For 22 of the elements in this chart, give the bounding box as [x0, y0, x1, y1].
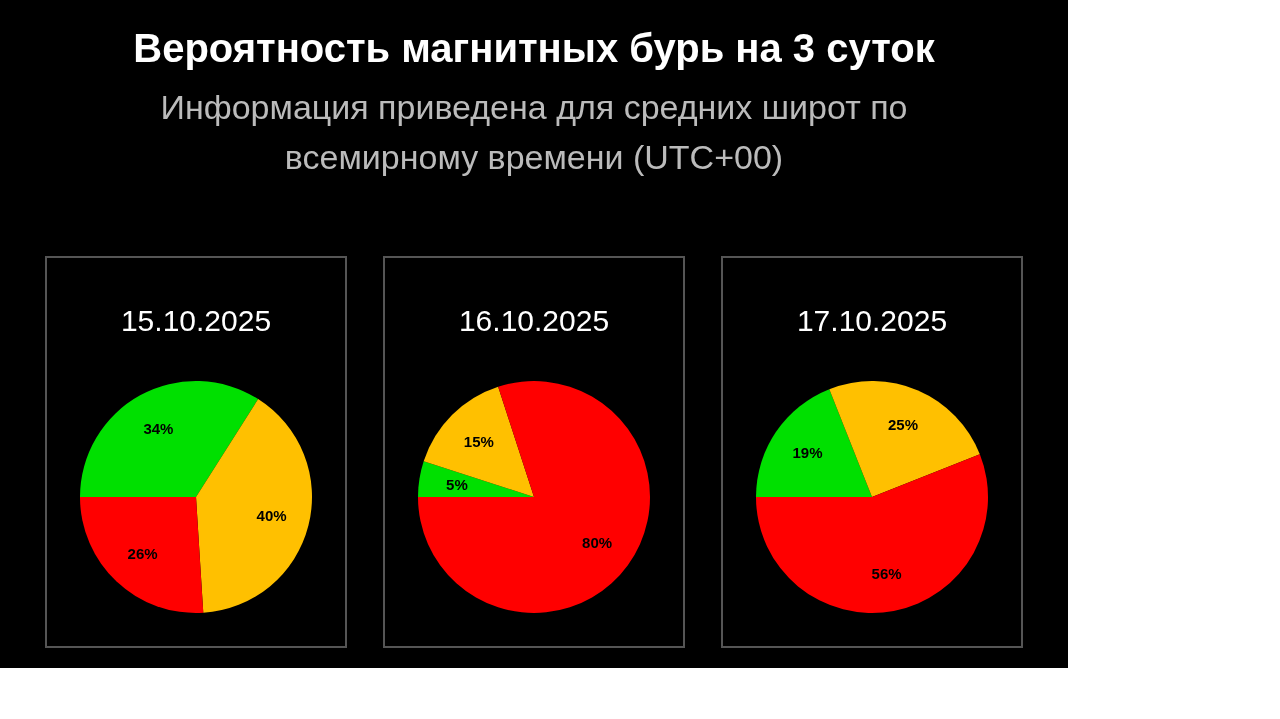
pie-slice	[829, 381, 980, 497]
pie-slice	[756, 389, 872, 497]
text: Вероятность магнитных бурь на 3 суток	[133, 26, 936, 70]
data-label: 80%	[582, 533, 613, 551]
text: Информация приведена для средних широт по всемирному времени (UTC+00)	[160, 88, 908, 176]
chart-title: 16.10.2025	[458, 304, 610, 337]
data-label: 15%	[463, 432, 494, 450]
data-label: 25%	[887, 416, 918, 434]
data-label: 34%	[143, 419, 174, 437]
data-label: 40%	[256, 507, 287, 525]
data-label: 5%	[446, 475, 468, 493]
data-label: 56%	[871, 564, 902, 582]
pie-slice	[423, 386, 534, 497]
pie-slice	[196, 399, 312, 613]
chart-title: 15.10.2025	[120, 304, 272, 337]
pie-slice	[80, 381, 259, 497]
data-label: 26%	[127, 544, 158, 562]
chart-title: 17.10.2025	[796, 304, 948, 337]
pie-slice	[80, 497, 204, 613]
pie-slice	[418, 381, 650, 613]
data-label: 19%	[792, 444, 823, 462]
pie-slice	[418, 461, 534, 497]
